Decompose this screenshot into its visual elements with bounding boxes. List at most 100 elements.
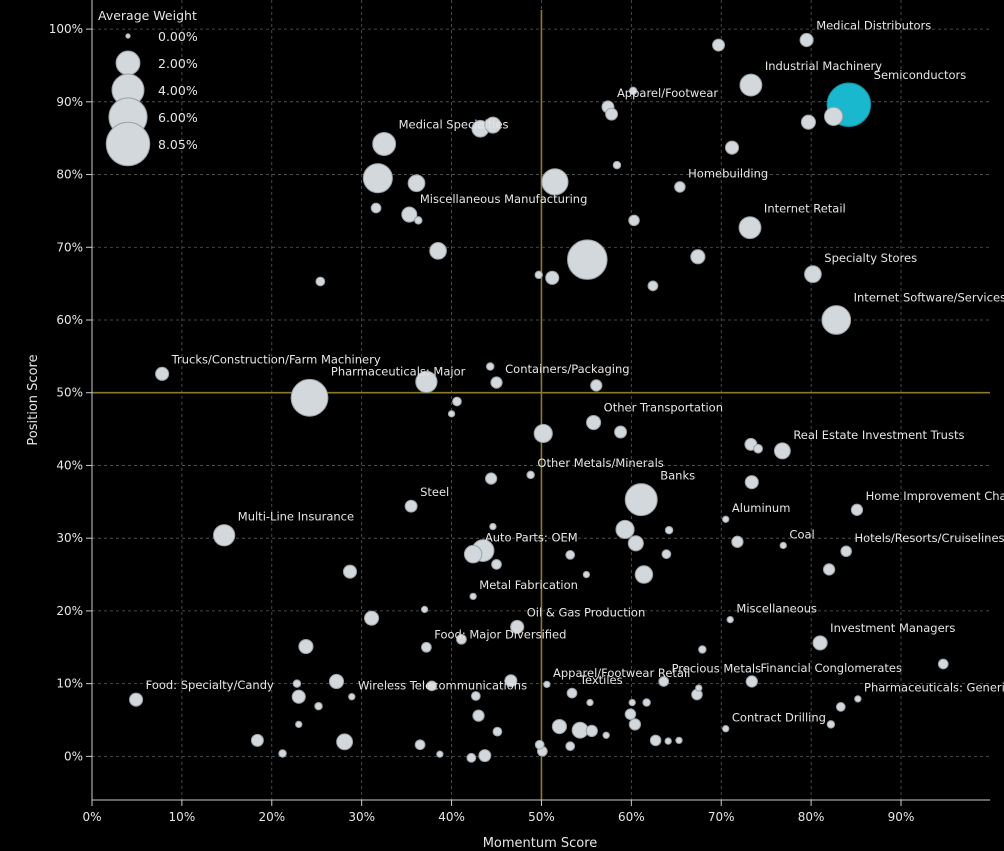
data-point xyxy=(840,545,852,558)
data-point-label: Multi-Line Insurance xyxy=(238,510,354,524)
data-point-label: Medical Distributors xyxy=(816,18,931,32)
data-point xyxy=(485,362,495,371)
data-point xyxy=(545,270,560,285)
data-point xyxy=(543,680,551,689)
x-tick-label: 90% xyxy=(888,810,915,824)
data-point xyxy=(835,702,846,712)
data-point-label: Food: Specialty/Candy xyxy=(146,678,274,692)
data-point xyxy=(401,206,418,223)
data-point xyxy=(586,414,602,431)
data-point xyxy=(731,535,744,548)
data-point xyxy=(722,725,730,733)
data-point xyxy=(466,752,477,763)
data-point xyxy=(624,708,637,720)
data-point xyxy=(414,216,423,225)
y-tick-label: 90% xyxy=(56,95,83,109)
data-point xyxy=(804,265,822,284)
data-point xyxy=(362,163,393,194)
data-point-label: Miscellaneous Manufacturing xyxy=(420,192,588,206)
data-point xyxy=(436,750,444,758)
data-point-label: Homebuilding xyxy=(688,167,768,181)
y-tick-label: 50% xyxy=(56,386,83,400)
y-tick-label: 0% xyxy=(64,749,83,763)
data-point xyxy=(753,443,763,454)
data-point xyxy=(628,214,640,227)
data-point xyxy=(799,32,814,48)
data-point xyxy=(624,483,658,517)
data-point xyxy=(590,379,603,392)
x-tick-label: 70% xyxy=(708,810,735,824)
data-point xyxy=(492,726,503,737)
data-point xyxy=(698,645,707,654)
data-point xyxy=(298,638,314,655)
legend-entry-label: 6.00% xyxy=(158,110,198,125)
data-point xyxy=(250,733,264,747)
data-point-label: Internet Retail xyxy=(764,202,846,216)
data-point xyxy=(628,86,638,96)
data-point xyxy=(800,114,817,130)
reference-lines xyxy=(92,10,990,800)
data-points xyxy=(128,32,949,763)
data-point xyxy=(551,718,568,735)
point-labels: Medical Distributors Industrial Machinery… xyxy=(146,18,1004,724)
grid xyxy=(91,0,990,800)
data-point xyxy=(642,698,651,707)
data-point xyxy=(724,140,740,155)
data-point xyxy=(565,741,576,752)
data-point xyxy=(314,701,323,711)
data-point xyxy=(404,499,418,513)
data-point-label: Pharmaceuticals: Generic xyxy=(864,681,1004,695)
data-point-label: Wireless Telecommunications xyxy=(358,679,527,693)
x-tick-label: 60% xyxy=(618,810,645,824)
x-tick-label: 0% xyxy=(82,810,101,824)
legend-swatch xyxy=(125,33,131,39)
data-point xyxy=(585,724,598,738)
data-point xyxy=(414,739,426,751)
data-point xyxy=(315,276,326,287)
x-tick-label: 40% xyxy=(438,810,465,824)
y-tick-label: 30% xyxy=(56,531,83,545)
x-tick-label: 20% xyxy=(258,810,285,824)
data-point-label: Miscellaneous xyxy=(736,601,817,615)
data-point xyxy=(348,693,356,701)
data-point xyxy=(342,564,358,579)
data-point xyxy=(739,73,763,97)
data-point xyxy=(647,280,659,292)
data-point-label: Specialty Stores xyxy=(824,251,917,265)
data-point xyxy=(363,610,380,626)
data-point-label: Financial Conglomerates xyxy=(760,661,902,675)
data-point xyxy=(534,270,543,280)
data-point-label: Apparel/Footwear Retail xyxy=(553,666,690,680)
data-point xyxy=(812,635,828,651)
data-point xyxy=(615,519,635,540)
data-point xyxy=(664,737,672,745)
data-point xyxy=(628,698,636,707)
data-point xyxy=(823,106,844,126)
data-point xyxy=(292,679,302,688)
data-point xyxy=(415,370,438,393)
data-point xyxy=(456,633,467,645)
data-point-label: Oil & Gas Production xyxy=(527,605,646,619)
data-point xyxy=(447,410,456,418)
data-point xyxy=(478,749,492,763)
legend-title: Average Weight xyxy=(98,8,197,23)
data-point-label: Industrial Machinery xyxy=(765,59,882,73)
data-point-label: Aluminum xyxy=(732,501,791,515)
data-point xyxy=(420,605,429,614)
data-point xyxy=(605,107,619,121)
legend-swatch xyxy=(115,50,141,76)
data-point-label: Real Estate Investment Trusts xyxy=(793,428,964,442)
data-point xyxy=(526,470,535,480)
data-point xyxy=(566,687,578,699)
data-point xyxy=(738,216,762,240)
data-point-label: Internet Software/Services xyxy=(854,291,1004,305)
data-point-label: Other Metals/Minerals xyxy=(537,456,663,470)
data-point xyxy=(491,558,502,570)
data-point xyxy=(661,549,672,560)
y-tick-label: 10% xyxy=(56,677,83,691)
data-point-label: Hotels/Resorts/Cruiselines xyxy=(854,531,1004,545)
data-point xyxy=(821,305,852,335)
data-point xyxy=(484,116,502,134)
data-point xyxy=(278,749,287,758)
